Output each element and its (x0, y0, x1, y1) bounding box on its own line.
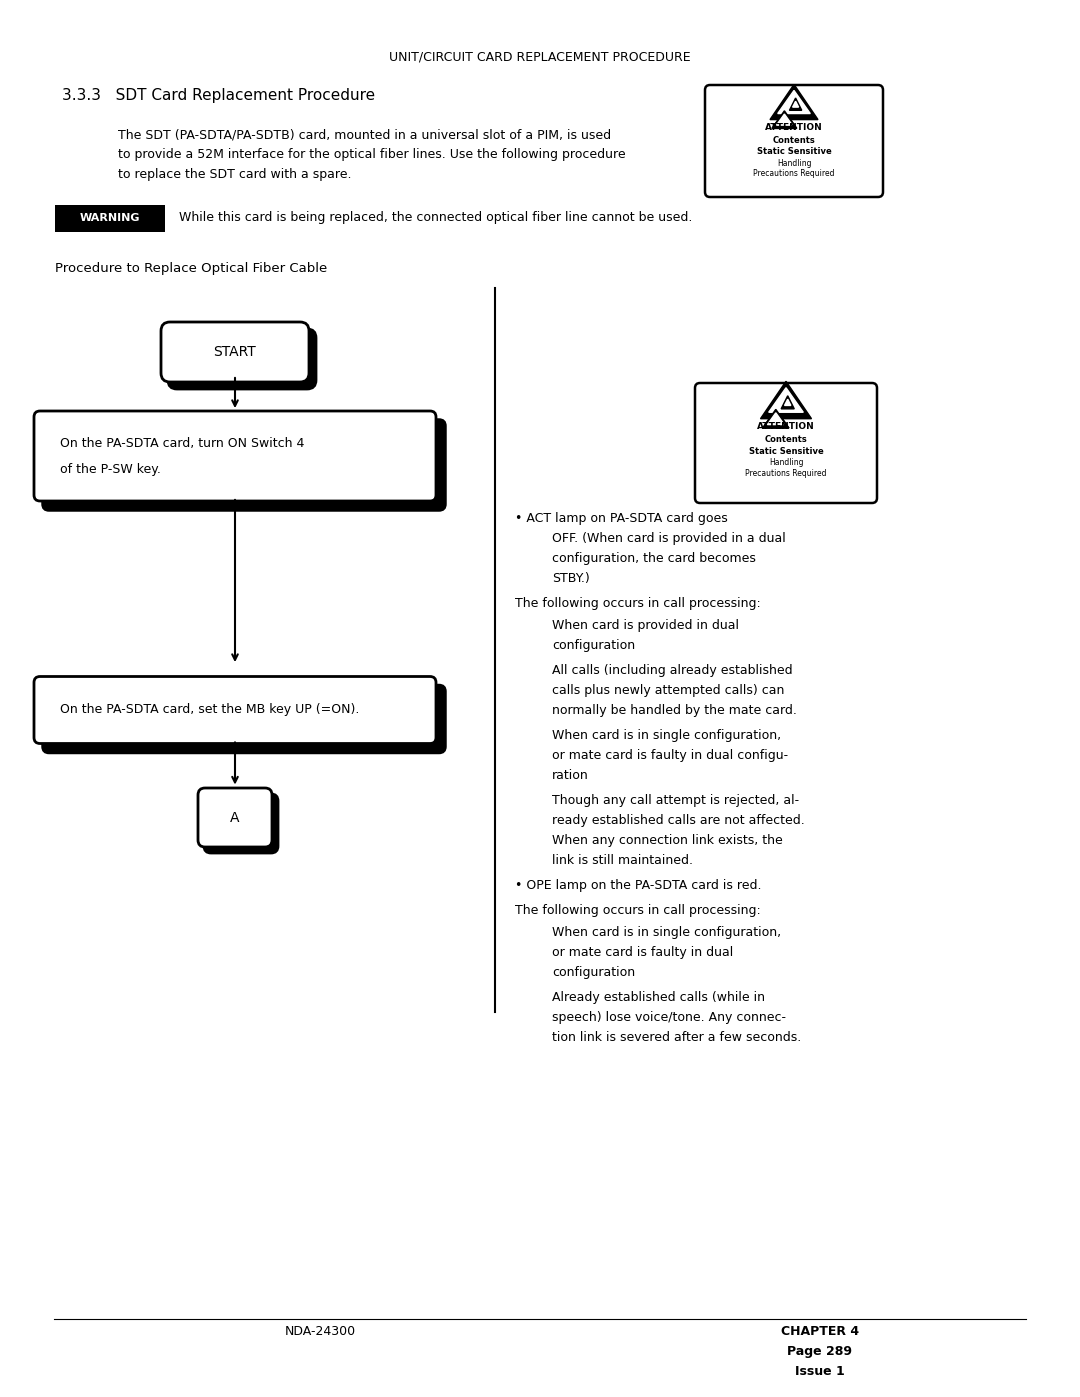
Text: STBY.): STBY.) (552, 571, 590, 585)
Text: While this card is being replaced, the connected optical fiber line cannot be us: While this card is being replaced, the c… (179, 211, 692, 225)
Text: WARNING: WARNING (80, 212, 140, 224)
Polygon shape (793, 101, 798, 108)
FancyBboxPatch shape (33, 411, 436, 502)
Text: Precautions Required: Precautions Required (745, 468, 827, 478)
Polygon shape (762, 409, 788, 427)
Text: START: START (214, 345, 256, 359)
Text: A: A (230, 810, 240, 824)
Text: or mate card is faulty in dual: or mate card is faulty in dual (552, 946, 733, 958)
FancyBboxPatch shape (198, 788, 272, 847)
Text: ATTENTION: ATTENTION (757, 422, 815, 432)
Text: When any connection link exists, the: When any connection link exists, the (552, 834, 783, 847)
Polygon shape (781, 395, 794, 409)
Polygon shape (762, 409, 788, 427)
FancyBboxPatch shape (705, 85, 883, 197)
Text: Page 289: Page 289 (787, 1345, 852, 1358)
Text: UNIT/CIRCUIT CARD REPLACEMENT PROCEDURE: UNIT/CIRCUIT CARD REPLACEMENT PROCEDURE (389, 50, 691, 63)
Polygon shape (760, 381, 811, 419)
Text: Static Sensitive: Static Sensitive (757, 147, 832, 156)
Text: calls plus newly attempted calls) can: calls plus newly attempted calls) can (552, 685, 784, 697)
Text: NDA-24300: NDA-24300 (284, 1324, 355, 1338)
Polygon shape (770, 84, 818, 120)
Polygon shape (772, 110, 797, 129)
Text: On the PA-SDTA card, turn ON Switch 4: On the PA-SDTA card, turn ON Switch 4 (60, 436, 305, 450)
FancyBboxPatch shape (161, 321, 309, 381)
Text: to provide a 52M interface for the optical fiber lines. Use the following proced: to provide a 52M interface for the optic… (118, 148, 625, 161)
Text: configuration, the card becomes: configuration, the card becomes (552, 552, 756, 564)
Text: • OPE lamp on the PA-SDTA card is red.: • OPE lamp on the PA-SDTA card is red. (515, 879, 761, 893)
Text: OFF. (When card is provided in a dual: OFF. (When card is provided in a dual (552, 532, 786, 545)
Polygon shape (778, 91, 810, 113)
Polygon shape (769, 388, 804, 412)
Text: normally be handled by the mate card.: normally be handled by the mate card. (552, 704, 797, 717)
FancyBboxPatch shape (204, 793, 278, 854)
Text: • ACT lamp on PA-SDTA card goes: • ACT lamp on PA-SDTA card goes (515, 511, 728, 525)
FancyBboxPatch shape (696, 383, 877, 503)
Text: ration: ration (552, 768, 589, 782)
Text: of the P-SW key.: of the P-SW key. (60, 462, 161, 475)
FancyBboxPatch shape (168, 330, 316, 388)
Text: or mate card is faulty in dual configu-: or mate card is faulty in dual configu- (552, 749, 788, 761)
FancyBboxPatch shape (43, 686, 445, 753)
Text: On the PA-SDTA card, set the MB key UP (=ON).: On the PA-SDTA card, set the MB key UP (… (60, 704, 360, 717)
Text: When card is provided in dual: When card is provided in dual (552, 619, 739, 631)
Polygon shape (784, 400, 791, 405)
Text: When card is in single configuration,: When card is in single configuration, (552, 729, 781, 742)
Text: Handling: Handling (769, 458, 804, 467)
Text: Contents: Contents (765, 434, 808, 444)
Text: configuration: configuration (552, 965, 635, 979)
Text: speech) lose voice/tone. Any connec-: speech) lose voice/tone. Any connec- (552, 1011, 786, 1024)
Text: to replace the SDT card with a spare.: to replace the SDT card with a spare. (118, 168, 351, 182)
Text: CHAPTER 4: CHAPTER 4 (781, 1324, 859, 1338)
Polygon shape (772, 110, 797, 129)
Polygon shape (768, 412, 784, 425)
Text: Though any call attempt is rejected, al-: Though any call attempt is rejected, al- (552, 793, 799, 807)
Text: The following occurs in call processing:: The following occurs in call processing: (515, 597, 760, 610)
Text: Static Sensitive: Static Sensitive (748, 447, 823, 455)
FancyBboxPatch shape (33, 676, 436, 743)
Text: Handling: Handling (777, 159, 811, 168)
Text: When card is in single configuration,: When card is in single configuration, (552, 926, 781, 939)
Text: link is still maintained.: link is still maintained. (552, 854, 693, 868)
Text: ready established calls are not affected.: ready established calls are not affected… (552, 814, 805, 827)
Text: tion link is severed after a few seconds.: tion link is severed after a few seconds… (552, 1031, 801, 1044)
Text: Already established calls (while in: Already established calls (while in (552, 990, 765, 1004)
Text: The SDT (PA-SDTA/PA-SDTB) card, mounted in a universal slot of a PIM, is used: The SDT (PA-SDTA/PA-SDTB) card, mounted … (118, 129, 611, 141)
Text: All calls (including already established: All calls (including already established (552, 664, 793, 678)
FancyBboxPatch shape (55, 204, 165, 232)
FancyBboxPatch shape (43, 420, 445, 510)
Polygon shape (777, 115, 793, 126)
Text: Precautions Required: Precautions Required (753, 169, 835, 179)
Text: Issue 1: Issue 1 (795, 1365, 845, 1377)
Polygon shape (789, 98, 801, 110)
Text: configuration: configuration (552, 638, 635, 652)
Text: The following occurs in call processing:: The following occurs in call processing: (515, 904, 760, 916)
Text: Procedure to Replace Optical Fiber Cable: Procedure to Replace Optical Fiber Cable (55, 263, 327, 275)
Text: Contents: Contents (772, 136, 815, 145)
Text: 3.3.3   SDT Card Replacement Procedure: 3.3.3 SDT Card Replacement Procedure (62, 88, 375, 103)
Text: ATTENTION: ATTENTION (765, 123, 823, 131)
